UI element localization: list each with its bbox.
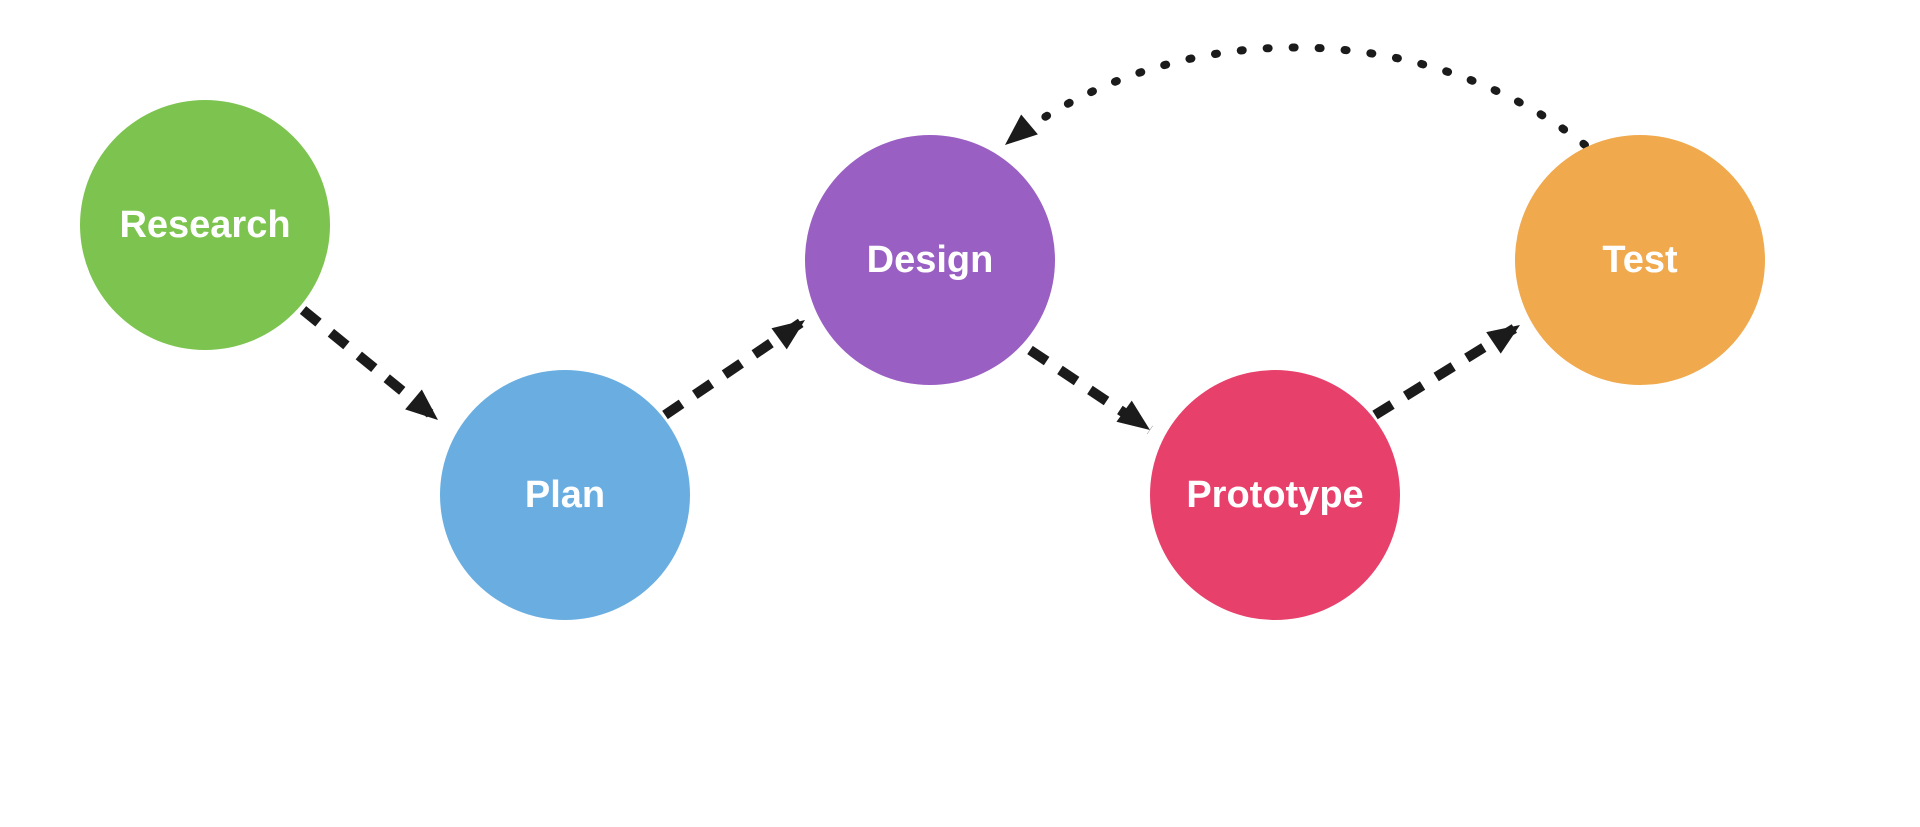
arrowhead-icon bbox=[405, 389, 446, 429]
node-label-design: Design bbox=[867, 239, 994, 282]
arrowhead-icon bbox=[1486, 314, 1527, 353]
node-plan: Plan bbox=[440, 370, 690, 620]
arrowhead-icon bbox=[1116, 401, 1157, 441]
node-label-plan: Plan bbox=[525, 474, 605, 517]
node-research: Research bbox=[80, 100, 330, 350]
node-label-prototype: Prototype bbox=[1186, 474, 1363, 517]
edge-plan-to-design bbox=[665, 320, 805, 415]
edge-design-to-prototype bbox=[1030, 350, 1150, 430]
arrowhead-icon bbox=[771, 309, 812, 349]
edge-prototype-to-test bbox=[1375, 325, 1520, 415]
edge-test-to-design bbox=[1005, 48, 1585, 146]
edge-research-to-plan bbox=[303, 310, 438, 420]
node-prototype: Prototype bbox=[1150, 370, 1400, 620]
node-design: Design bbox=[805, 135, 1055, 385]
node-label-test: Test bbox=[1602, 239, 1677, 282]
node-test: Test bbox=[1515, 135, 1765, 385]
node-label-research: Research bbox=[119, 204, 290, 247]
process-flow-diagram: Research Plan Design Prototype Test bbox=[0, 0, 1920, 827]
edges-layer bbox=[0, 0, 1920, 827]
arrowhead-icon bbox=[997, 114, 1038, 154]
